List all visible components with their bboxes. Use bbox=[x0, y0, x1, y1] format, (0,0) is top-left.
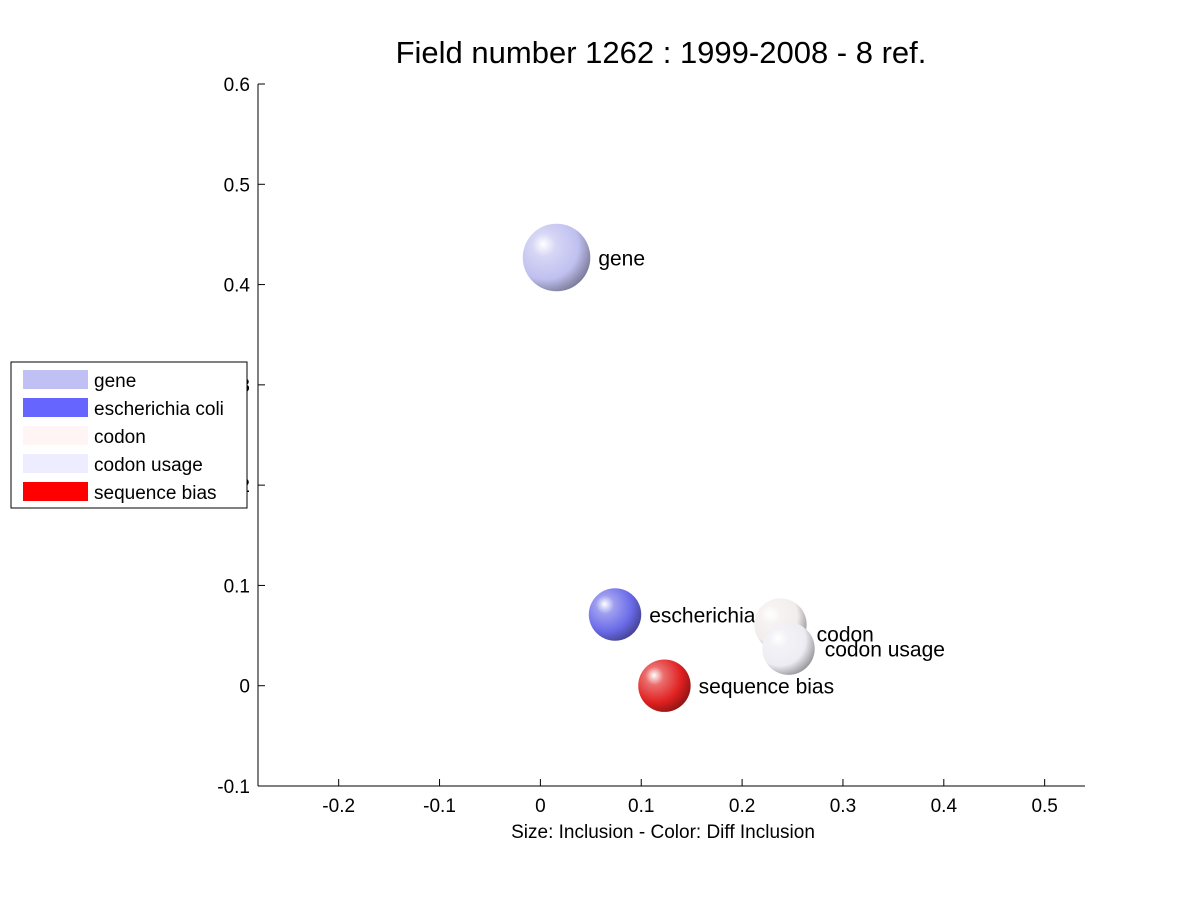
x-tick-label: 0 bbox=[535, 796, 546, 817]
legend-swatch bbox=[23, 398, 88, 417]
x-tick-label: -0.1 bbox=[423, 796, 456, 817]
y-tick-label: 0.6 bbox=[224, 75, 250, 96]
legend-label: escherichia coli bbox=[94, 399, 224, 420]
y-tick-label: 0 bbox=[239, 677, 250, 698]
x-tick-label: 0.2 bbox=[729, 796, 755, 817]
bubble-gene bbox=[522, 223, 591, 292]
legend-swatch bbox=[23, 454, 88, 473]
legend-swatch bbox=[23, 426, 88, 445]
x-axis-label: Size: Inclusion - Color: Diff Inclusion bbox=[511, 822, 815, 843]
legend-swatch bbox=[23, 370, 88, 389]
bubble-label: codon bbox=[817, 624, 874, 647]
legend-label: codon usage bbox=[94, 455, 203, 476]
x-tick-label: -0.2 bbox=[322, 796, 355, 817]
x-tick-label: 0.4 bbox=[931, 796, 958, 817]
legend-swatch bbox=[23, 482, 88, 501]
bubble-label: gene bbox=[598, 247, 645, 270]
y-tick-label: 0.4 bbox=[224, 276, 251, 297]
bubble-sequence-bias bbox=[638, 659, 691, 712]
legend: gene escherichia coli codon codon usage sequ… bbox=[10, 361, 248, 509]
legend-label: gene bbox=[94, 371, 136, 392]
chart-title: Field number 1262 : 1999-2008 - 8 ref. bbox=[396, 35, 927, 70]
x-tick-label: 0.5 bbox=[1031, 796, 1057, 817]
legend-label: sequence bias bbox=[94, 483, 217, 504]
legend-label: codon bbox=[94, 427, 146, 448]
x-tick-label: 0.3 bbox=[830, 796, 856, 817]
bubble-escherichia-coli bbox=[588, 588, 642, 641]
y-tick-label: 0.1 bbox=[224, 576, 250, 597]
x-tick-label: 0.1 bbox=[628, 796, 654, 817]
bubble-label: sequence bias bbox=[699, 676, 834, 699]
bubble-codon-usage bbox=[762, 622, 815, 675]
y-tick-label: 0.5 bbox=[224, 175, 250, 196]
bubble-label: codon usage bbox=[825, 639, 945, 662]
y-tick-label: -0.1 bbox=[217, 777, 250, 798]
